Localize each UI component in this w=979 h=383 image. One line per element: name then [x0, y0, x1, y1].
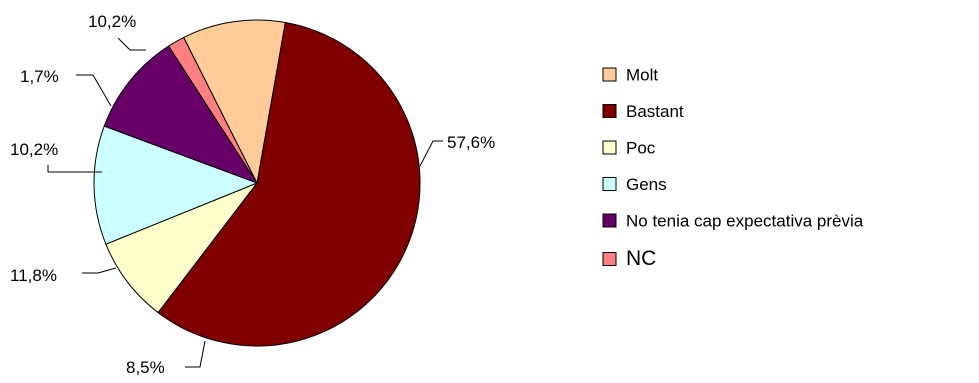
leader-line-nc: [76, 74, 112, 107]
legend-item-molt: Molt: [602, 66, 658, 85]
legend-label: Molt: [626, 66, 658, 85]
data-label-molt: 10,2%: [88, 12, 136, 31]
pie-slice-poc: [105, 181, 259, 314]
data-label-gens: 11,8%: [10, 266, 57, 285]
data-labels: 10,2% 57,6% 8,5% 11,8% 10,2% 1,7%: [10, 12, 495, 377]
legend: Molt Bastant Poc Gens No tenia cap expectati…: [602, 66, 864, 270]
data-label-no-tenia-cap-expectativa-previa: 10,2%: [10, 140, 58, 159]
pie-slice-bastant: [157, 21, 421, 347]
legend-item-gens: Gens: [602, 175, 667, 194]
legend-label: Gens: [626, 175, 667, 194]
leader-line-bastant: [419, 140, 443, 167]
legend-swatch: [602, 252, 617, 266]
legend-swatch: [602, 67, 617, 82]
leader-line-molt: [117, 37, 146, 51]
legend-label: Poc: [626, 139, 656, 158]
legend-swatch: [602, 213, 617, 228]
legend-item-bastant: Bastant: [602, 102, 684, 121]
leader-lines: [47, 37, 443, 368]
pie-slice-no-tenia-cap-expectativa-previa: [103, 45, 259, 184]
data-label-poc: 8,5%: [126, 358, 165, 377]
pie-slice-gens: [93, 125, 259, 245]
legend-label: No tenia cap expectativa prèvia: [626, 212, 864, 231]
legend-swatch: [602, 104, 617, 118]
leader-line-no-tenia-cap-expectativa-previa: [47, 165, 102, 173]
legend-item-poc: Poc: [602, 139, 656, 158]
legend-swatch: [602, 177, 617, 191]
pie-slices: [93, 19, 421, 347]
legend-label: NC: [626, 247, 656, 270]
legend-swatch: [602, 140, 617, 155]
leader-line-poc: [185, 340, 206, 368]
legend-item-nc: NC: [602, 247, 656, 270]
pie-slice-molt: [183, 19, 286, 185]
legend-item-no-tenia-cap-expectativa-previa: No tenia cap expectativa prèvia: [602, 212, 864, 231]
data-label-bastant: 57,6%: [447, 133, 495, 152]
data-label-nc: 1,7%: [20, 67, 59, 86]
leader-line-gens: [82, 267, 117, 274]
legend-label: Bastant: [626, 102, 684, 121]
